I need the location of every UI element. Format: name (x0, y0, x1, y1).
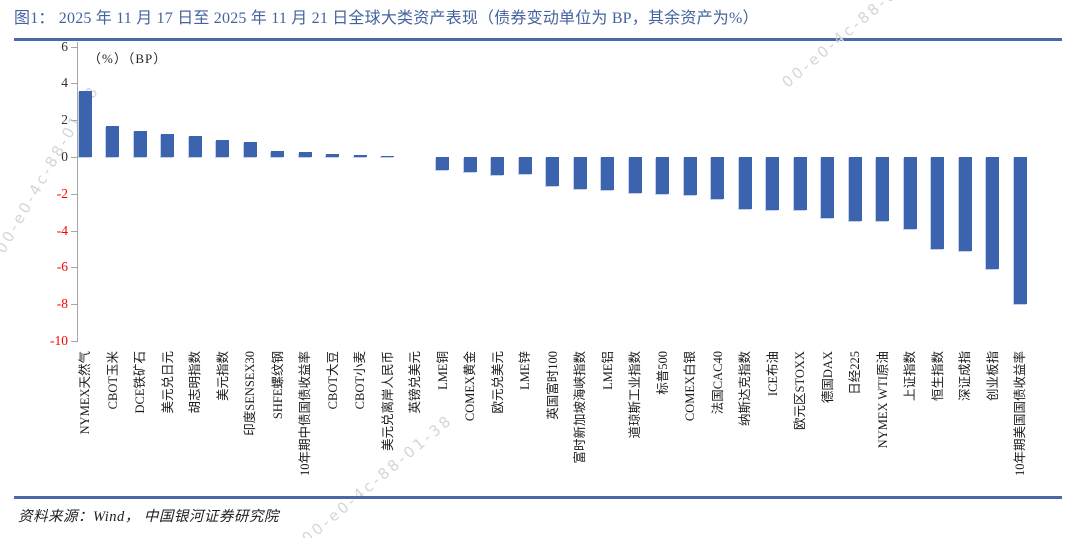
y-tick-label: 2 (61, 112, 68, 128)
x-axis-label: 创业板指 (985, 351, 1000, 402)
x-axis-label: LME锌 (518, 351, 532, 390)
x-axis-label: 英国富时100 (545, 351, 560, 420)
bar (876, 157, 889, 221)
y-axis (77, 42, 78, 342)
x-axis-label: LME铝 (600, 351, 615, 390)
bar (381, 156, 394, 157)
bar (656, 157, 669, 194)
x-axis-label: 标普500 (655, 351, 670, 395)
y-tick-mark (71, 230, 77, 232)
bar (903, 157, 917, 229)
bar (463, 157, 477, 172)
bar (546, 157, 559, 187)
figure-title: 图1： 2025 年 11 月 17 日至 2025 年 11 月 21 日全球… (14, 10, 759, 27)
x-axis-label: COMEX黄金 (463, 351, 477, 422)
x-axis-label: 欧元兑美元 (490, 351, 505, 414)
bar (518, 157, 532, 174)
y-tick-mark (71, 46, 77, 48)
y-tick-label: -2 (56, 185, 68, 201)
bar (958, 157, 972, 251)
x-axis-label: CBOT小麦 (353, 351, 367, 410)
bar (271, 150, 284, 157)
x-axis-label: 英镑兑美元 (408, 351, 422, 414)
bar (1013, 157, 1027, 305)
x-axis-label: 10年期美国国债收益率 (1013, 351, 1027, 477)
x-axis-label: 美元兑日元 (160, 351, 175, 414)
bar (573, 157, 587, 190)
y-tick-mark (71, 157, 77, 158)
y-tick-mark (71, 120, 77, 122)
bar-chart: （%）（BP） 6 4 2 0 -2 -4 -6 -8 -10 NYMEX天然气 CBOT玉米 DCE… (0, 38, 1075, 496)
x-axis-label: NYMEX天然气 (78, 351, 92, 435)
title-divider-rule (14, 38, 1062, 41)
x-axis-label: 10年期中债国债收益率 (298, 351, 312, 477)
axis-unit-label: （%）（BP） (88, 51, 168, 66)
bottom-divider-rule (14, 496, 1062, 499)
bar (986, 157, 999, 270)
x-axis-label: CBOT大豆 (325, 351, 340, 410)
x-axis-label: LME铜 (435, 351, 450, 390)
x-axis-label: SHFE螺纹钢 (270, 351, 285, 420)
bar (243, 142, 257, 157)
y-tick-label: 4 (61, 75, 68, 91)
x-axis-label: NYMEX WTI原油 (875, 351, 890, 449)
y-tick-mark (71, 341, 77, 342)
bar (793, 157, 807, 211)
bar (683, 157, 697, 195)
bar (848, 157, 862, 222)
bar (491, 157, 504, 175)
x-axis-label: 纳斯达克指数 (738, 351, 752, 427)
x-axis-label: 印度SENSEX30 (243, 351, 257, 436)
bar (188, 135, 202, 157)
x-axis-label: 欧元区STOXX (793, 351, 807, 430)
x-axis-label: 德国DAX (820, 351, 835, 404)
x-axis-label: 恒生指数 (930, 351, 945, 402)
y-tick-label: -4 (56, 222, 68, 238)
source-note: 资料来源：Wind， 中国银河证券研究院 (18, 509, 279, 525)
x-axis-label: 上证指数 (903, 351, 917, 402)
bar (133, 131, 147, 157)
bar (931, 157, 944, 249)
x-axis-label: 道琼斯工业指数 (628, 351, 642, 439)
y-tick-mark (71, 267, 77, 269)
x-axis-label: ICE布油 (765, 351, 780, 397)
bar (821, 157, 834, 218)
bar (326, 154, 339, 157)
x-axis-label: CBOT玉米 (105, 351, 120, 410)
bar (436, 157, 449, 170)
x-axis-label: 日经225 (848, 351, 862, 395)
x-axis-label: 法国CAC40 (710, 351, 725, 415)
x-axis-label: 胡志明指数 (188, 351, 202, 414)
bar (628, 157, 642, 193)
y-tick-label: 6 (61, 38, 68, 54)
bar (216, 140, 229, 157)
bar (161, 134, 174, 157)
bar (353, 155, 367, 157)
y-tick-label: -8 (56, 296, 68, 312)
x-axis-label: 深证成指 (958, 351, 972, 402)
bar (78, 90, 92, 157)
bar (298, 151, 312, 157)
x-axis-label: 富时新加坡海峡指数 (573, 351, 587, 464)
y-tick-mark (71, 304, 77, 306)
x-axis-label: 美元指数 (215, 351, 230, 402)
y-tick-mark (71, 83, 77, 85)
bar (766, 157, 779, 211)
y-tick-mark (71, 193, 77, 195)
bar (106, 125, 119, 157)
bar (711, 157, 724, 200)
x-axis-label: DCE铁矿石 (133, 351, 147, 414)
y-tick-label: -10 (50, 333, 68, 348)
x-axis-label: COMEX白银 (683, 351, 697, 422)
bar (738, 157, 752, 209)
x-axis-label: 美元兑离岸人民币 (380, 351, 395, 452)
bar (601, 157, 614, 191)
y-tick-label: -6 (56, 259, 68, 275)
y-tick-label: 0 (61, 149, 68, 164)
